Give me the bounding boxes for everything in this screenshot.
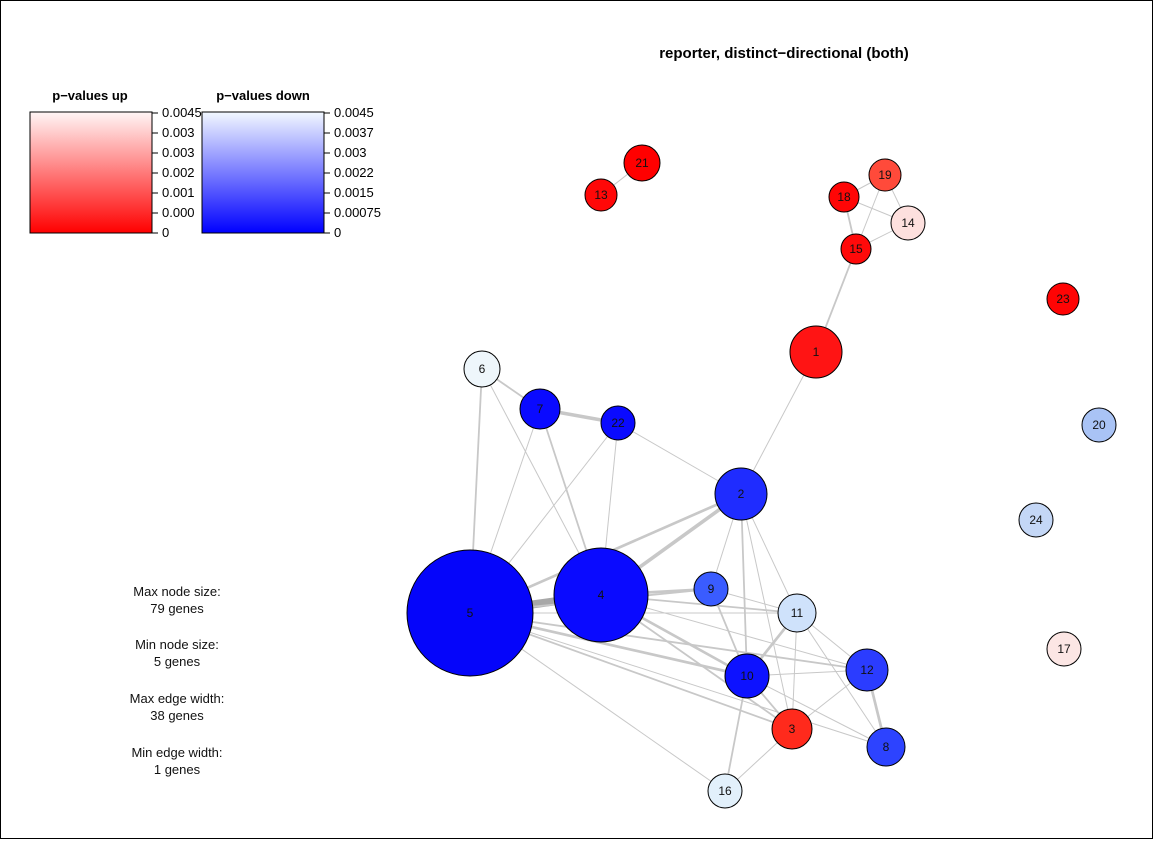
edges-layer: [465, 162, 909, 792]
max-node-size-value: 79 genes: [150, 601, 204, 616]
node-label-5: 5: [467, 606, 474, 620]
node-label-23: 23: [1056, 292, 1070, 306]
legend-up-tick-label: 0.0045: [162, 105, 202, 120]
legend-up-colorbar: [29, 111, 153, 234]
node-label-19: 19: [878, 168, 892, 182]
min-edge-width-label: Min edge width:: [131, 745, 222, 760]
min-edge-width-value: 1 genes: [154, 762, 201, 777]
node-22[interactable]: [600, 405, 636, 441]
legend-down: p−values down 0.0045 0.0037 0.003 0.0022 0.0…: [201, 88, 381, 240]
edge-5-8: [469, 612, 887, 748]
legend-up-tick-label: 0.001: [162, 185, 195, 200]
legend-down-tick-label: 0.0045: [334, 105, 374, 120]
node-16[interactable]: [707, 773, 743, 809]
legend-up-tick-label: 0.002: [162, 165, 195, 180]
node-6[interactable]: [463, 350, 501, 388]
node-23[interactable]: [1046, 282, 1080, 316]
node-label-18: 18: [837, 190, 851, 204]
node-15[interactable]: [840, 233, 872, 265]
node-18[interactable]: [828, 181, 860, 213]
edge-11-8: [796, 612, 887, 748]
plot-title: reporter, distinct−directional (both): [659, 45, 909, 62]
node-10[interactable]: [724, 653, 770, 699]
edge-2-10: [740, 493, 748, 677]
node-label-14: 14: [901, 216, 915, 230]
node-label-1: 1: [813, 345, 820, 359]
legend-down-tick-label: 0.0022: [334, 165, 374, 180]
node-label-21: 21: [635, 156, 649, 170]
node-label-9: 9: [708, 582, 715, 596]
legend-down-tick-label: 0.0037: [334, 125, 374, 140]
max-node-size-label: Max node size:: [133, 584, 220, 599]
node-9[interactable]: [693, 571, 729, 607]
legend-down-colorbar: [201, 111, 325, 234]
node-3[interactable]: [771, 708, 813, 750]
node-label-15: 15: [849, 242, 863, 256]
node-7[interactable]: [519, 388, 561, 430]
node-label-7: 7: [537, 402, 544, 416]
min-node-size-value: 5 genes: [154, 654, 201, 669]
node-12[interactable]: [845, 648, 889, 692]
node-label-22: 22: [611, 416, 625, 430]
max-edge-width-label: Max edge width:: [130, 691, 225, 706]
legend-up-tick-label: 0.000: [162, 205, 195, 220]
node-8[interactable]: [866, 727, 906, 767]
edge-1-2: [740, 351, 817, 495]
node-17[interactable]: [1046, 631, 1082, 667]
max-edge-width-value: 38 genes: [150, 708, 204, 723]
node-20[interactable]: [1081, 407, 1117, 443]
size-notes: Max node size: 79 genes Min node size: 5…: [130, 584, 225, 777]
node-label-12: 12: [860, 663, 874, 677]
node-19[interactable]: [868, 158, 902, 192]
node-11[interactable]: [777, 593, 817, 633]
node-label-16: 16: [718, 784, 732, 798]
node-label-4: 4: [598, 588, 605, 602]
legend-up-tick-label: 0: [162, 225, 169, 240]
node-label-24: 24: [1029, 513, 1043, 527]
node-13[interactable]: [584, 178, 618, 212]
node-label-8: 8: [883, 740, 890, 754]
legend-down-tick-label: 0: [334, 225, 341, 240]
legend-down-tick-label: 0.003: [334, 145, 367, 160]
legend-up: p−values up 0.0045 0.003 0.003 0.002 0.001 0.…: [29, 88, 202, 240]
node-14[interactable]: [890, 205, 926, 241]
node-label-11: 11: [791, 606, 804, 620]
min-node-size-label: Min node size:: [135, 637, 219, 652]
node-21[interactable]: [623, 144, 661, 182]
node-label-13: 13: [594, 188, 608, 202]
node-1[interactable]: [789, 325, 843, 379]
node-label-2: 2: [738, 487, 745, 501]
node-label-6: 6: [479, 362, 486, 376]
node-4[interactable]: [553, 547, 649, 643]
node-5[interactable]: [406, 549, 534, 677]
node-label-20: 20: [1092, 418, 1106, 432]
legend-down-title: p−values down: [216, 88, 310, 103]
legend-down-tick-label: 0.00075: [334, 205, 381, 220]
edge-2-3: [740, 493, 793, 730]
node-label-3: 3: [789, 722, 796, 736]
legend-up-tick-label: 0.003: [162, 145, 195, 160]
legend-down-tick-label: 0.0015: [334, 185, 374, 200]
node-label-10: 10: [740, 669, 754, 683]
legend-up-tick-label: 0.003: [162, 125, 195, 140]
node-2[interactable]: [714, 467, 768, 521]
node-label-17: 17: [1057, 642, 1071, 656]
node-24[interactable]: [1018, 502, 1054, 538]
edge-10-8: [746, 675, 887, 748]
legend-up-title: p−values up: [52, 88, 128, 103]
